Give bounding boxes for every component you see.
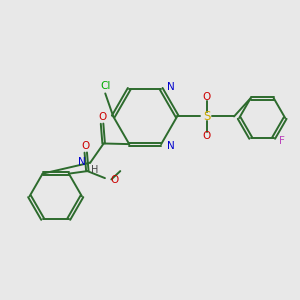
Text: O: O xyxy=(110,175,118,185)
Text: O: O xyxy=(98,112,106,122)
Text: H: H xyxy=(91,165,99,175)
Text: F: F xyxy=(279,136,285,146)
Text: S: S xyxy=(203,110,210,123)
Text: N: N xyxy=(167,141,175,151)
Text: Cl: Cl xyxy=(100,81,110,92)
Text: N: N xyxy=(78,157,86,167)
Text: O: O xyxy=(202,92,211,102)
Text: O: O xyxy=(82,141,90,151)
Text: N: N xyxy=(167,82,175,92)
Text: O: O xyxy=(202,131,211,141)
